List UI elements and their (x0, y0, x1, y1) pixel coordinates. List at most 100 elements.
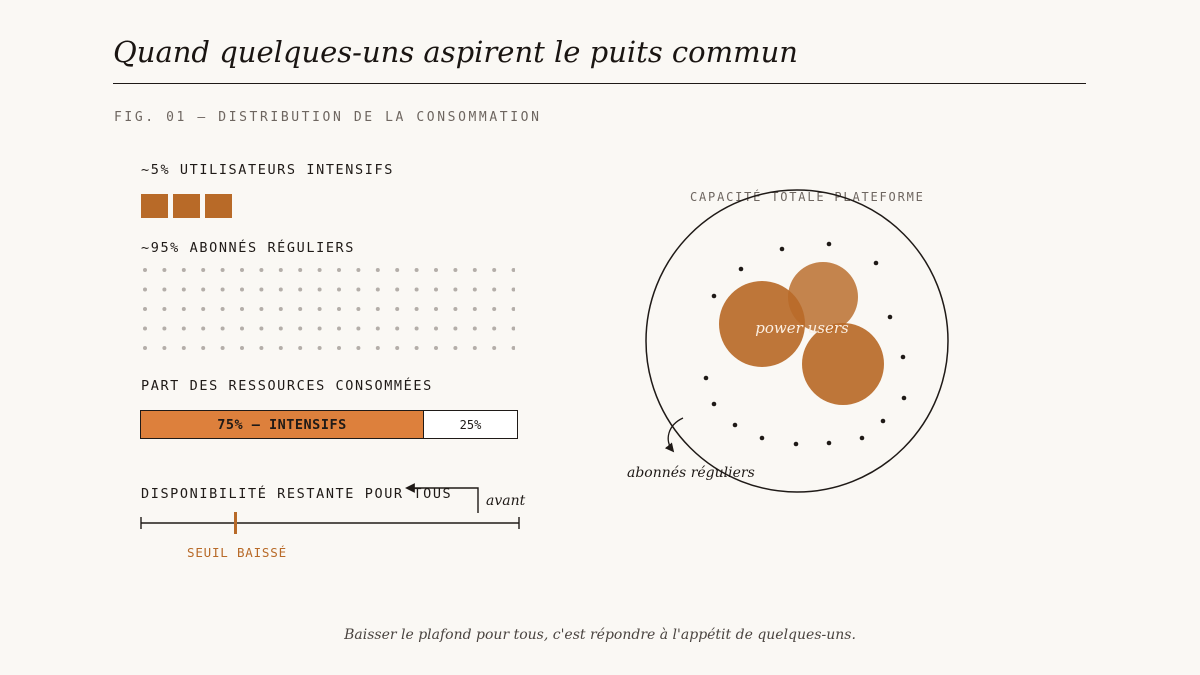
regular-user-dot (143, 268, 147, 272)
regular-user-dot (356, 287, 361, 292)
regular-user-dot (298, 326, 303, 331)
regular-user-dot (162, 326, 167, 331)
regular-user-dot (375, 268, 380, 272)
regular-user-dot (259, 326, 264, 331)
regular-user-dot (317, 307, 322, 311)
regular-user-dot (337, 268, 341, 272)
regular-user-dot (492, 307, 497, 311)
regular-user-dot (278, 346, 283, 350)
regular-user-dot (356, 307, 361, 311)
regular-user-dot (453, 346, 458, 350)
intensive-users-label: ~5% UTILISATEURS INTENSIFS (141, 162, 394, 178)
regular-user-dot (220, 326, 225, 331)
regular-user-dot (395, 326, 400, 331)
regular-user-dot (375, 326, 380, 331)
resource-share-bar: 75% — INTENSIFS 25% (140, 410, 518, 439)
regular-user-dot (278, 307, 283, 311)
regular-user-dot (472, 268, 477, 272)
regular-user-dot (453, 268, 458, 272)
regular-user-dot (472, 346, 477, 350)
regular-user-dot (220, 268, 225, 272)
regular-user-dot (143, 326, 147, 331)
regular-user-dot (143, 287, 147, 292)
regular-user-dot (453, 287, 458, 292)
regular-user-dot (201, 268, 206, 272)
regular-subscriber-dot (887, 314, 893, 320)
regular-user-dot (511, 287, 515, 292)
before-label: avant (486, 493, 526, 509)
regular-user-dot (181, 268, 186, 272)
regular-user-dot (511, 326, 515, 331)
intensive-user-square (205, 194, 232, 218)
regular-users-label: ~95% ABONNÉS RÉGULIERS (141, 240, 356, 256)
regular-user-dot (337, 326, 341, 331)
regular-user-dot (162, 268, 167, 272)
regular-user-dot (220, 346, 225, 350)
regular-user-dot (472, 307, 477, 311)
regular-users-dot-grid (143, 268, 515, 350)
regular-user-dot (259, 346, 264, 350)
regular-subscriber-dots (703, 241, 907, 447)
intensive-users-squares (141, 194, 232, 218)
regular-user-dot (492, 346, 497, 350)
regular-user-dot (337, 346, 341, 350)
regular-user-dot (143, 307, 147, 311)
regular-user-dot (511, 346, 515, 350)
regular-subscriber-dot (900, 354, 906, 360)
regular-user-dot (375, 287, 380, 292)
regular-user-dot (298, 287, 303, 292)
regular-user-dot (472, 287, 477, 292)
title-rule (113, 83, 1086, 84)
regular-subscriber-dot (711, 401, 717, 407)
regular-user-dot (414, 326, 419, 331)
regular-user-dot (220, 307, 225, 311)
regular-user-dot (201, 326, 206, 331)
regular-user-dot (259, 287, 264, 292)
regular-user-dot (356, 268, 361, 272)
regular-user-dot (395, 268, 400, 272)
regular-subscribers-arrow (664, 417, 684, 453)
regular-user-dot (181, 326, 186, 331)
regular-user-dot (278, 326, 283, 331)
power-users-label: power users (755, 319, 849, 337)
resource-share-regular: 25% (423, 411, 517, 438)
regular-user-dot (453, 326, 458, 331)
availability-label: DISPONIBILITÉ RESTANTE POUR TOUS (141, 486, 453, 502)
regular-user-dot (298, 307, 303, 311)
regular-user-dot (375, 307, 380, 311)
regular-user-dot (220, 287, 225, 292)
regular-user-dot (453, 307, 458, 311)
regular-user-dot (395, 346, 400, 350)
regular-user-dot (375, 346, 380, 350)
resource-share-intensive: 75% — INTENSIFS (141, 411, 423, 438)
regular-user-dot (162, 346, 167, 350)
regular-user-dot (162, 307, 167, 311)
regular-user-dot (259, 307, 264, 311)
regular-subscriber-dot (703, 375, 709, 381)
regular-user-dot (414, 268, 419, 272)
regular-user-dot (434, 346, 438, 350)
regular-subscriber-dot (826, 440, 832, 446)
regular-user-dot (201, 307, 206, 311)
intensive-user-square (173, 194, 200, 218)
regular-user-dot (278, 287, 283, 292)
before-arrow (405, 483, 479, 513)
regular-user-dot (434, 268, 438, 272)
regular-user-dot (395, 307, 400, 311)
regular-user-dot (201, 346, 206, 350)
intensive-user-square (141, 194, 168, 218)
figure-label: FIG. 01 — DISTRIBUTION DE LA CONSOMMATIO… (114, 110, 542, 125)
power-user-blob (788, 262, 858, 332)
regular-user-dot (414, 346, 419, 350)
regular-user-dot (317, 346, 322, 350)
regular-subscriber-dot (779, 246, 785, 252)
regular-user-dot (181, 287, 186, 292)
regular-subscriber-dot (732, 422, 738, 428)
regular-user-dot (414, 287, 419, 292)
regular-user-dot (414, 307, 419, 311)
regular-subscriber-dot (759, 435, 765, 441)
power-user-blob (802, 323, 884, 405)
regular-user-dot (492, 326, 497, 331)
regular-user-dot (492, 287, 497, 292)
regular-user-dot (511, 268, 515, 272)
